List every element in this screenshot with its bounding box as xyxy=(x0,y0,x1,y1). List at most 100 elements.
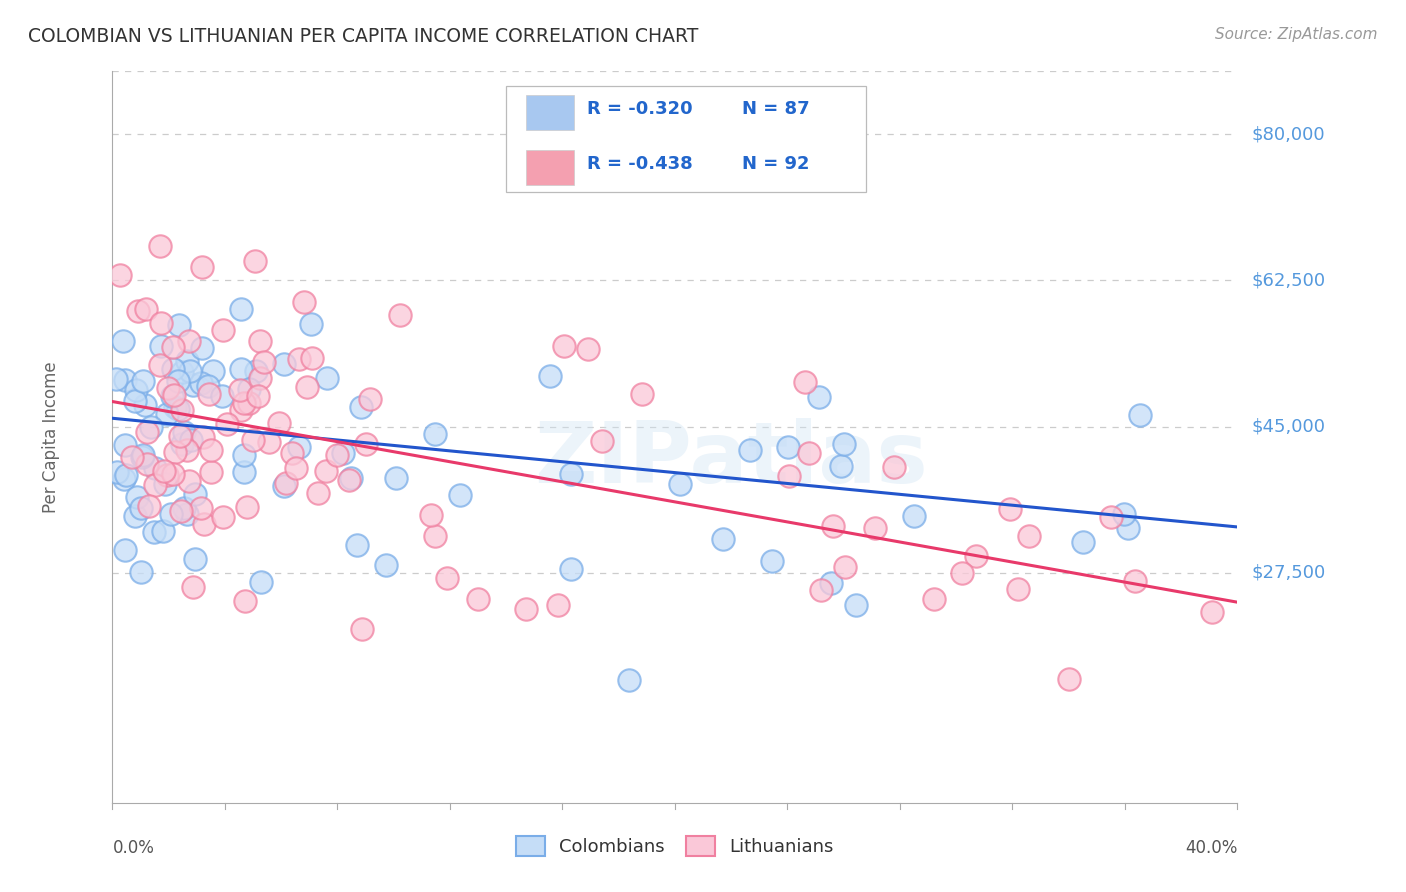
Point xyxy=(134,398,156,412)
Point xyxy=(200,465,222,479)
Point xyxy=(350,400,373,414)
Point xyxy=(114,373,136,387)
Point xyxy=(436,571,458,585)
Point xyxy=(228,383,250,397)
Point xyxy=(180,433,202,447)
Point xyxy=(166,374,188,388)
Point xyxy=(883,459,905,474)
Point xyxy=(233,448,256,462)
Point xyxy=(138,500,160,514)
Point xyxy=(307,486,329,500)
Point xyxy=(191,260,214,274)
Point xyxy=(232,396,254,410)
Point xyxy=(863,521,886,535)
Point xyxy=(184,551,207,566)
Point xyxy=(160,388,183,402)
Point xyxy=(211,389,233,403)
Point xyxy=(124,393,146,408)
Point xyxy=(176,353,198,368)
Point xyxy=(104,372,127,386)
Text: 0.0%: 0.0% xyxy=(112,839,155,857)
Text: COLOMBIAN VS LITHUANIAN PER CAPITA INCOME CORRELATION CHART: COLOMBIAN VS LITHUANIAN PER CAPITA INCOM… xyxy=(28,27,699,45)
Point xyxy=(560,467,582,482)
Point xyxy=(153,464,176,478)
Legend: Colombians, Lithuanians: Colombians, Lithuanians xyxy=(509,829,841,863)
Point xyxy=(173,500,195,515)
Point xyxy=(950,566,973,580)
Point xyxy=(135,425,157,440)
Point xyxy=(153,477,176,491)
Point xyxy=(201,363,224,377)
Point xyxy=(830,458,852,473)
Point xyxy=(425,529,447,543)
Point xyxy=(176,442,198,457)
Point xyxy=(389,308,412,322)
Point xyxy=(160,507,183,521)
FancyBboxPatch shape xyxy=(526,150,574,185)
Point xyxy=(170,504,193,518)
Point xyxy=(193,517,215,532)
Text: N = 92: N = 92 xyxy=(742,155,810,173)
Point xyxy=(149,359,172,373)
Point xyxy=(169,429,191,443)
Point xyxy=(249,370,271,384)
Point xyxy=(807,390,830,404)
Point xyxy=(295,380,318,394)
Point xyxy=(1201,605,1223,619)
Point xyxy=(149,239,172,253)
Point xyxy=(143,478,166,492)
Point xyxy=(776,440,799,454)
Point xyxy=(740,442,762,457)
Point xyxy=(215,417,238,431)
Point xyxy=(253,354,276,368)
Point xyxy=(669,477,692,491)
Point xyxy=(834,560,856,574)
Point xyxy=(163,387,186,401)
Point xyxy=(1112,507,1135,521)
Point xyxy=(1018,529,1040,543)
Point xyxy=(419,508,441,522)
Point xyxy=(198,386,221,401)
Text: ZIPatlas: ZIPatlas xyxy=(534,417,928,500)
Point xyxy=(181,581,204,595)
Point xyxy=(711,532,734,546)
Point xyxy=(143,525,166,540)
Point xyxy=(125,384,148,398)
Point xyxy=(170,403,193,417)
Point xyxy=(538,368,561,383)
Text: R = -0.438: R = -0.438 xyxy=(588,155,693,173)
Point xyxy=(124,508,146,523)
Point xyxy=(288,440,311,454)
Point xyxy=(129,501,152,516)
Point xyxy=(267,416,290,430)
Point xyxy=(299,318,322,332)
Point xyxy=(276,475,298,490)
Point xyxy=(181,377,204,392)
Point xyxy=(515,602,537,616)
Point xyxy=(114,438,136,452)
Point xyxy=(190,500,212,515)
Point xyxy=(132,448,155,462)
Point xyxy=(108,268,131,283)
Point xyxy=(157,381,180,395)
Point xyxy=(162,467,184,481)
Point xyxy=(152,524,174,539)
Point xyxy=(242,433,264,447)
Point xyxy=(245,364,267,378)
Point xyxy=(235,500,257,514)
Point xyxy=(250,574,273,589)
Point xyxy=(184,487,207,501)
Point xyxy=(1059,672,1081,686)
Point xyxy=(136,457,159,471)
Point xyxy=(143,461,166,475)
Point xyxy=(231,301,253,316)
Point xyxy=(179,474,201,488)
Point xyxy=(179,364,201,378)
Point xyxy=(212,323,235,337)
Point xyxy=(170,437,193,451)
Point xyxy=(337,474,360,488)
Point xyxy=(1099,510,1122,524)
Point xyxy=(845,598,868,612)
Point xyxy=(245,254,267,268)
Point xyxy=(350,622,373,636)
